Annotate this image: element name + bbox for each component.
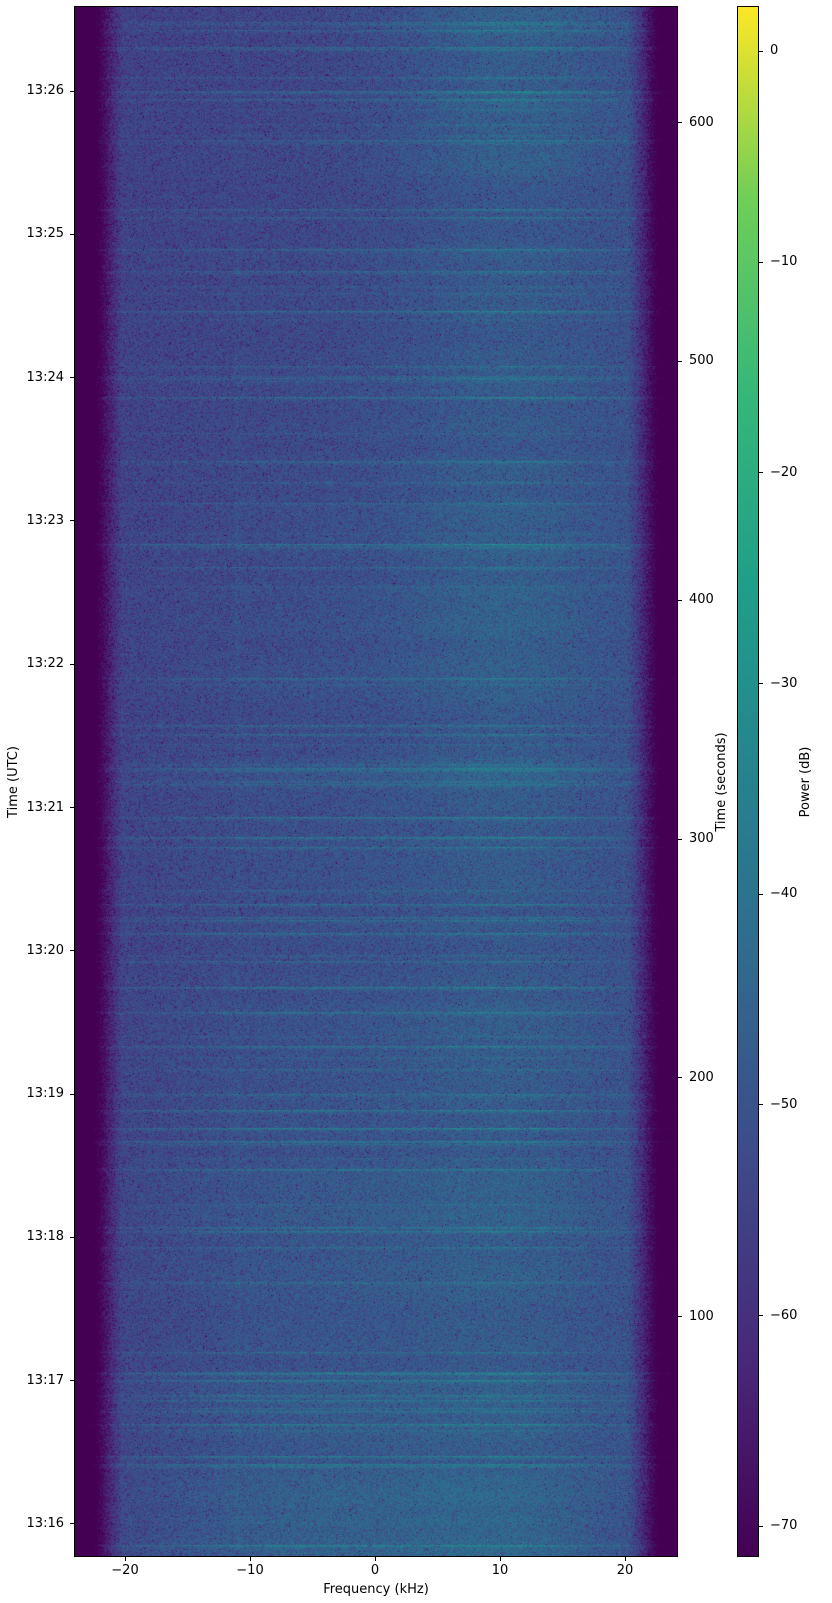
colorbar-tick-mark [759, 1525, 763, 1527]
x-tick-label: −10 [236, 1563, 264, 1578]
x-tick-mark [624, 1557, 626, 1561]
seconds-tick-label: 500 [689, 353, 714, 369]
utc-tick-mark [70, 807, 74, 809]
seconds-tick-mark [678, 838, 682, 840]
y-axis-label-left: Time (UTC) [6, 745, 21, 818]
colorbar-tick-label: −10 [770, 254, 798, 269]
utc-tick-mark [70, 1093, 74, 1095]
colorbar-tick-label: −60 [770, 1307, 798, 1323]
spectrogram-heatmap [75, 7, 677, 1556]
x-tick-label: 0 [370, 1563, 380, 1578]
utc-tick-label: 13:25 [26, 226, 64, 242]
utc-tick-mark [70, 1523, 74, 1525]
y-axis-label-right: Time (seconds) [714, 731, 729, 832]
seconds-tick-mark [678, 122, 682, 124]
colorbar-tick-mark [759, 472, 763, 474]
colorbar [737, 6, 759, 1557]
x-tick-label: 20 [616, 1563, 634, 1578]
seconds-tick-label: 600 [689, 114, 714, 130]
x-tick-label: −20 [111, 1563, 139, 1578]
x-tick-label: 10 [491, 1563, 509, 1578]
seconds-tick-mark [678, 599, 682, 601]
seconds-tick-mark [678, 360, 682, 362]
x-tick-mark [124, 1557, 126, 1561]
seconds-tick-label: 400 [689, 592, 714, 608]
utc-tick-label: 13:19 [26, 1086, 64, 1102]
utc-tick-label: 13:20 [26, 942, 64, 958]
seconds-tick-mark [678, 1316, 682, 1318]
colorbar-tick-mark [759, 261, 763, 263]
utc-tick-mark [70, 233, 74, 235]
utc-tick-label: 13:16 [26, 1515, 64, 1531]
x-tick-mark [499, 1557, 501, 1561]
seconds-tick-label: 300 [689, 831, 714, 847]
colorbar-tick-mark [759, 893, 763, 895]
x-tick-mark [249, 1557, 251, 1561]
utc-tick-label: 13:26 [26, 83, 64, 99]
colorbar-tick-mark [759, 50, 763, 52]
utc-tick-label: 13:22 [26, 656, 64, 672]
colorbar-label: Power (dB) [798, 746, 813, 817]
utc-tick-label: 13:17 [26, 1372, 64, 1388]
utc-tick-mark [70, 950, 74, 952]
x-axis-label: Frequency (kHz) [323, 1582, 429, 1597]
seconds-tick-label: 100 [689, 1308, 714, 1324]
x-tick-mark [374, 1557, 376, 1561]
utc-tick-label: 13:24 [26, 369, 64, 385]
utc-tick-mark [70, 90, 74, 92]
colorbar-tick-mark [759, 1315, 763, 1317]
colorbar-tick-mark [759, 683, 763, 684]
utc-tick-label: 13:23 [26, 512, 64, 528]
utc-tick-mark [70, 663, 74, 665]
colorbar-tick-label: −40 [770, 886, 798, 902]
utc-tick-label: 13:18 [26, 1229, 64, 1245]
utc-tick-mark [70, 377, 74, 379]
utc-tick-mark [70, 1380, 74, 1382]
plot-area [74, 6, 678, 1557]
colorbar-tick-mark [759, 1104, 763, 1106]
utc-tick-label: 13:21 [26, 799, 64, 815]
colorbar-tick-label: −50 [770, 1096, 798, 1112]
utc-tick-mark [70, 520, 74, 522]
utc-tick-mark [70, 1236, 74, 1238]
colorbar-tick-label: 0 [770, 43, 779, 59]
colorbar-tick-label: −30 [770, 675, 798, 691]
seconds-tick-label: 200 [689, 1069, 714, 1085]
colorbar-tick-label: −70 [770, 1518, 798, 1534]
colorbar-tick-label: −20 [770, 464, 798, 480]
seconds-tick-mark [678, 1077, 682, 1079]
